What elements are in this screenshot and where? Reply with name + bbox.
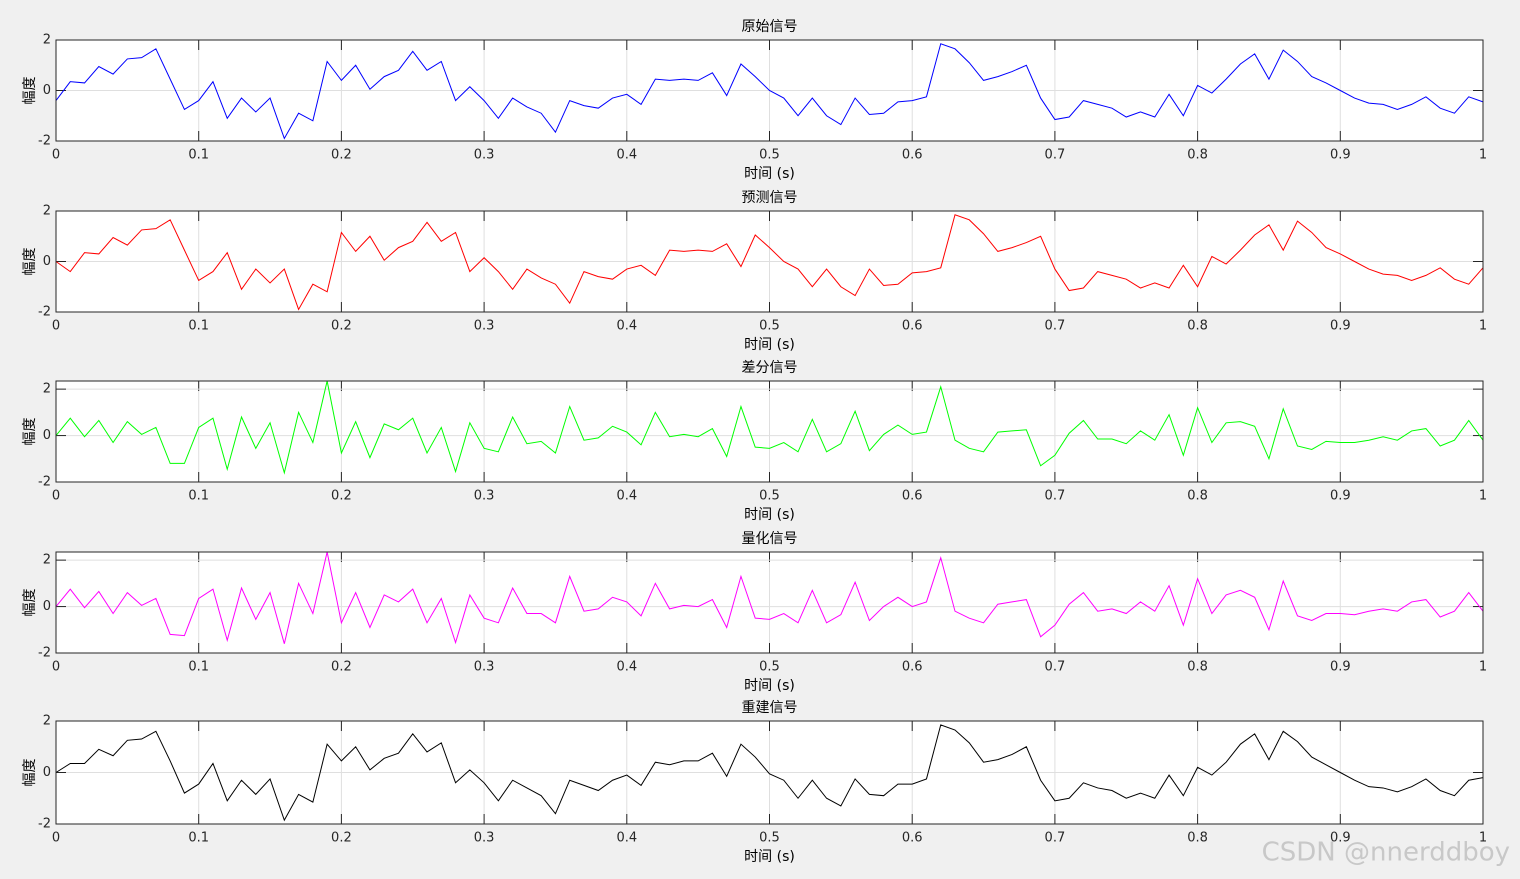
x-tick-label: 0.7 xyxy=(1045,660,1066,675)
y-tick-label: 2 xyxy=(43,382,51,397)
y-tick-label: -2 xyxy=(38,475,51,490)
chart-title: 原始信号 xyxy=(742,19,798,35)
axes-box xyxy=(55,551,1484,654)
x-tick-label: 0.6 xyxy=(902,660,923,675)
y-axis-label: 幅度 xyxy=(22,418,38,446)
x-tick-label: 0.4 xyxy=(616,319,637,334)
x-tick-label: 0.8 xyxy=(1187,660,1208,675)
axes-box xyxy=(55,380,1484,483)
y-tick-label: 2 xyxy=(43,33,51,48)
axes-box xyxy=(55,210,1484,313)
x-tick-label: 0.3 xyxy=(474,319,495,334)
signal-line xyxy=(55,724,1484,822)
x-tick-label: 0.3 xyxy=(474,831,495,846)
x-tick-label: 0.9 xyxy=(1330,319,1351,334)
signal-line xyxy=(55,380,1484,475)
x-tick-label: 0.6 xyxy=(902,831,923,846)
x-tick-label: 0.7 xyxy=(1045,148,1066,163)
x-axis-label: 时间 (s) xyxy=(744,507,795,523)
x-tick-label: 0.9 xyxy=(1330,660,1351,675)
x-tick-label: 0.4 xyxy=(616,831,637,846)
x-tick-label: 0.4 xyxy=(616,148,637,163)
x-tick-label: 0.5 xyxy=(759,319,780,334)
x-tick-label: 0.2 xyxy=(331,319,352,334)
x-tick-label: 0.8 xyxy=(1187,319,1208,334)
x-tick-label: 0.3 xyxy=(474,148,495,163)
x-tick-label: 1 xyxy=(1479,489,1487,504)
x-tick-label: 0.7 xyxy=(1045,831,1066,846)
x-tick-label: 0.3 xyxy=(474,660,495,675)
x-axis-label: 时间 (s) xyxy=(744,166,795,182)
axes-box xyxy=(55,720,1484,825)
y-axis-label: 幅度 xyxy=(22,589,38,617)
signal-line xyxy=(55,214,1484,311)
y-axis-label: 幅度 xyxy=(22,77,38,105)
chart-title: 差分信号 xyxy=(742,360,798,376)
x-tick-label: 0.4 xyxy=(616,660,637,675)
x-tick-label: 1 xyxy=(1479,319,1487,334)
signal-line xyxy=(55,551,1484,645)
y-tick-label: 0 xyxy=(43,83,51,98)
x-tick-label: 0 xyxy=(52,489,60,504)
y-tick-label: 2 xyxy=(43,714,51,729)
x-tick-label: 0.8 xyxy=(1187,831,1208,846)
x-tick-label: 0 xyxy=(52,148,60,163)
y-tick-label: 0 xyxy=(43,599,51,614)
chart-title: 量化信号 xyxy=(742,531,798,547)
chart-title: 重建信号 xyxy=(742,700,798,716)
x-tick-label: 0.5 xyxy=(759,148,780,163)
x-tick-label: 0.1 xyxy=(188,148,209,163)
y-tick-label: 2 xyxy=(43,204,51,219)
x-tick-label: 0.6 xyxy=(902,319,923,334)
x-tick-label: 0.8 xyxy=(1187,489,1208,504)
x-tick-label: 0.2 xyxy=(331,489,352,504)
y-axis-label: 幅度 xyxy=(22,248,38,276)
y-tick-label: 0 xyxy=(43,765,51,780)
y-tick-label: -2 xyxy=(38,134,51,149)
x-tick-label: 0.1 xyxy=(188,489,209,504)
x-tick-label: 0.4 xyxy=(616,489,637,504)
y-tick-label: -2 xyxy=(38,646,51,661)
x-tick-label: 0.2 xyxy=(331,148,352,163)
x-tick-label: 0.8 xyxy=(1187,148,1208,163)
x-tick-label: 0 xyxy=(52,831,60,846)
x-tick-label: 1 xyxy=(1479,831,1487,846)
y-tick-label: 0 xyxy=(43,254,51,269)
x-tick-label: 0.5 xyxy=(759,831,780,846)
x-tick-label: 0 xyxy=(52,319,60,334)
x-tick-label: 0.3 xyxy=(474,489,495,504)
x-tick-label: 0 xyxy=(52,660,60,675)
y-tick-label: -2 xyxy=(38,305,51,320)
x-axis-label: 时间 (s) xyxy=(744,337,795,353)
x-tick-label: 1 xyxy=(1479,148,1487,163)
x-tick-label: 0.6 xyxy=(902,489,923,504)
chart-title: 预测信号 xyxy=(742,190,798,206)
x-tick-label: 0.6 xyxy=(902,148,923,163)
x-tick-label: 0.7 xyxy=(1045,319,1066,334)
x-tick-label: 0.5 xyxy=(759,660,780,675)
x-tick-label: 0.2 xyxy=(331,831,352,846)
y-tick-label: 0 xyxy=(43,428,51,443)
x-tick-label: 0.1 xyxy=(188,831,209,846)
axes-box xyxy=(55,39,1484,142)
x-tick-label: 0.9 xyxy=(1330,831,1351,846)
y-tick-label: 2 xyxy=(43,553,51,568)
y-tick-label: -2 xyxy=(38,817,51,832)
x-tick-label: 0.7 xyxy=(1045,489,1066,504)
x-tick-label: 0.9 xyxy=(1330,489,1351,504)
x-tick-label: 0.1 xyxy=(188,660,209,675)
x-axis-label: 时间 (s) xyxy=(744,849,795,865)
x-axis-label: 时间 (s) xyxy=(744,678,795,694)
x-tick-label: 0.5 xyxy=(759,489,780,504)
watermark: CSDN @nnerddboy xyxy=(1262,838,1510,868)
x-tick-label: 1 xyxy=(1479,660,1487,675)
x-tick-label: 0.1 xyxy=(188,319,209,334)
x-tick-label: 0.9 xyxy=(1330,148,1351,163)
y-axis-label: 幅度 xyxy=(22,759,38,787)
x-tick-label: 0.2 xyxy=(331,660,352,675)
signal-line xyxy=(55,43,1484,140)
